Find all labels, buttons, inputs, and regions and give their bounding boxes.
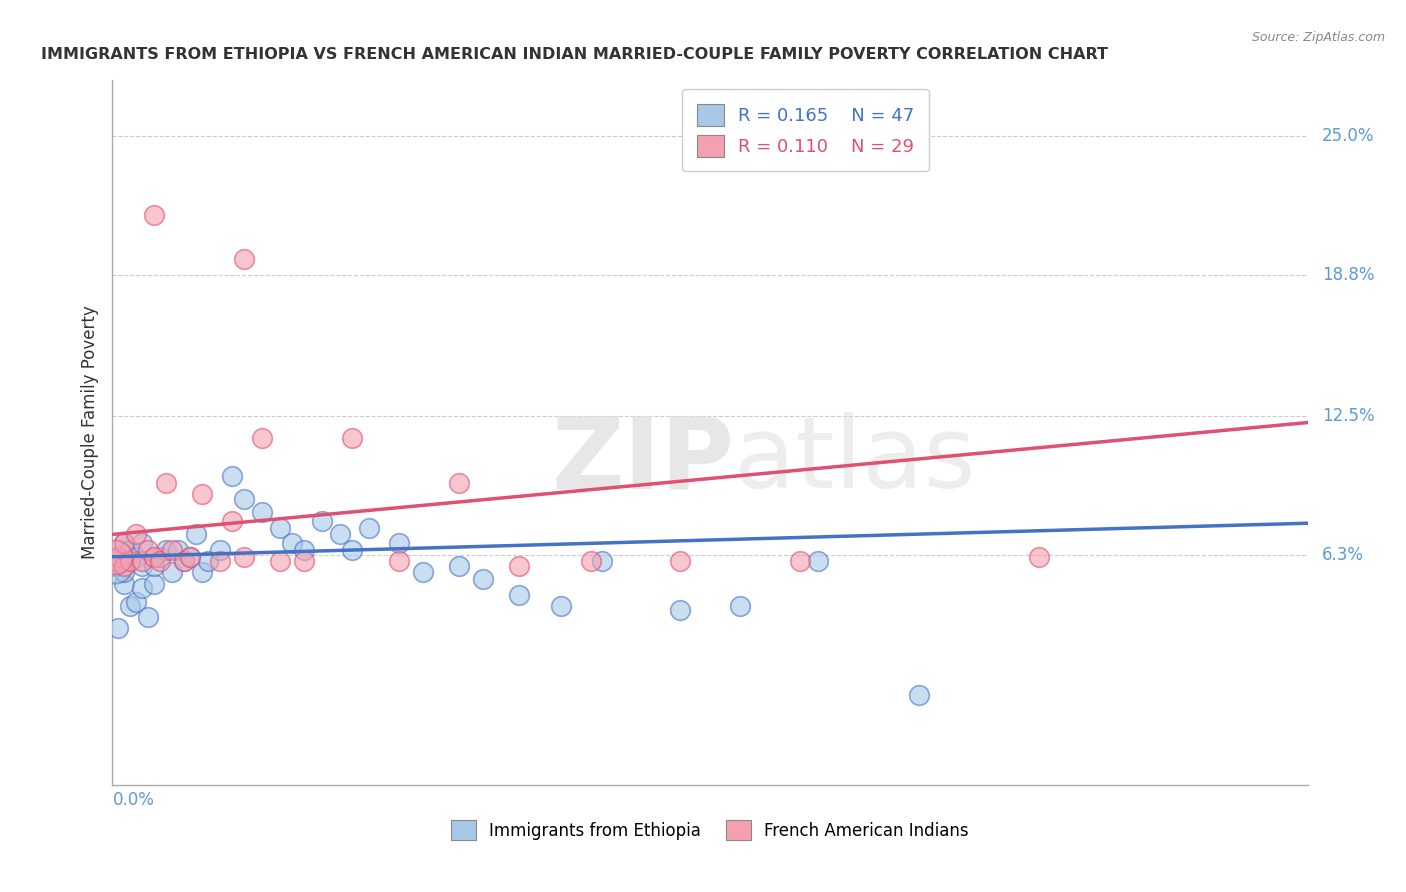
Point <box>329 527 352 541</box>
Point <box>107 549 129 564</box>
Point <box>340 543 363 558</box>
Point <box>669 554 692 568</box>
Point <box>269 521 291 535</box>
Point <box>107 621 129 635</box>
Point <box>292 543 315 558</box>
Point <box>120 543 142 558</box>
Point <box>143 576 166 591</box>
Point <box>449 558 471 573</box>
Legend: Immigrants from Ethiopia, French American Indians: Immigrants from Ethiopia, French America… <box>444 814 976 847</box>
Point <box>155 475 177 490</box>
Point <box>292 554 315 568</box>
Point <box>579 554 602 568</box>
Point <box>149 549 172 564</box>
Point <box>143 549 166 564</box>
Point <box>173 554 195 568</box>
Point <box>104 558 127 573</box>
Point <box>1028 549 1050 564</box>
Point <box>449 475 471 490</box>
Point <box>162 566 183 580</box>
Text: 0.0%: 0.0% <box>112 790 155 808</box>
Point <box>179 549 201 564</box>
Point <box>143 558 166 573</box>
Point <box>209 554 232 568</box>
Point <box>104 549 127 564</box>
Point <box>221 514 243 528</box>
Point <box>281 536 304 550</box>
Point <box>120 599 142 613</box>
Point <box>138 543 160 558</box>
Text: Source: ZipAtlas.com: Source: ZipAtlas.com <box>1251 31 1385 45</box>
Point <box>186 527 208 541</box>
Point <box>155 543 177 558</box>
Point <box>114 566 135 580</box>
Point <box>114 576 135 591</box>
Point <box>114 558 135 573</box>
Point <box>728 599 751 613</box>
Point <box>114 536 135 550</box>
Point <box>143 207 166 221</box>
Point <box>508 558 530 573</box>
Point <box>250 505 273 519</box>
Point <box>221 469 243 483</box>
Text: 12.5%: 12.5% <box>1322 407 1375 425</box>
Point <box>114 536 135 550</box>
Point <box>131 581 153 595</box>
Point <box>120 554 142 568</box>
Point <box>359 521 381 535</box>
Point <box>125 594 148 608</box>
Point <box>162 543 183 558</box>
Point <box>789 554 811 568</box>
Point <box>191 487 214 501</box>
Point <box>908 689 931 703</box>
Point <box>104 558 127 573</box>
Point <box>233 491 256 506</box>
Point <box>388 554 411 568</box>
Text: 18.8%: 18.8% <box>1322 266 1375 284</box>
Point <box>125 549 148 564</box>
Point <box>592 554 614 568</box>
Text: 6.3%: 6.3% <box>1322 546 1364 564</box>
Point <box>125 527 148 541</box>
Point <box>311 514 333 528</box>
Point <box>412 566 434 580</box>
Point <box>269 554 291 568</box>
Point <box>340 431 363 445</box>
Point <box>107 549 129 564</box>
Point <box>197 554 219 568</box>
Point <box>191 566 214 580</box>
Point <box>131 558 153 573</box>
Point <box>508 588 530 602</box>
Text: atlas: atlas <box>734 412 976 509</box>
Point <box>138 610 160 624</box>
Text: 25.0%: 25.0% <box>1322 128 1375 145</box>
Point <box>472 572 495 586</box>
Point <box>167 543 190 558</box>
Point <box>250 431 273 445</box>
Point <box>131 554 153 568</box>
Point <box>233 252 256 267</box>
Y-axis label: Married-Couple Family Poverty: Married-Couple Family Poverty <box>80 306 98 559</box>
Point <box>669 603 692 617</box>
Point <box>550 599 572 613</box>
Point <box>173 554 195 568</box>
Point <box>209 543 232 558</box>
Point <box>149 554 172 568</box>
Point <box>807 554 830 568</box>
Point <box>104 554 127 568</box>
Point <box>388 536 411 550</box>
Point <box>233 549 256 564</box>
Text: IMMIGRANTS FROM ETHIOPIA VS FRENCH AMERICAN INDIAN MARRIED-COUPLE FAMILY POVERTY: IMMIGRANTS FROM ETHIOPIA VS FRENCH AMERI… <box>41 47 1108 62</box>
Point <box>131 536 153 550</box>
Point <box>179 549 201 564</box>
Text: ZIP: ZIP <box>551 412 734 509</box>
